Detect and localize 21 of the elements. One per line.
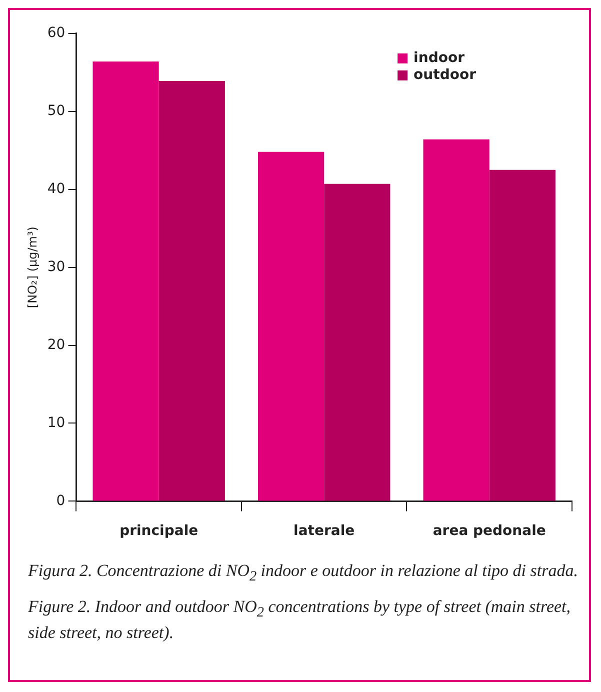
x-tick-label: laterale — [294, 523, 355, 540]
bar — [324, 184, 390, 501]
y-tick-label: 0 — [56, 492, 66, 509]
y-tick-label: 60 — [47, 25, 66, 42]
bar — [158, 80, 225, 501]
bar — [258, 152, 324, 501]
y-tick-label: 20 — [47, 336, 66, 353]
text: Figura 2. Concentrazione di NO$_{2}$ indoor e outdoor in relazione al tipo di strada. — [28, 560, 578, 586]
bar — [92, 61, 159, 501]
y-tick-label: 10 — [47, 414, 66, 431]
y-axis-title: [NO₂] (µg/m³) — [25, 226, 40, 308]
text: Figure 2. Indoor and outdoor NO$_{2}$ concentrations by type of street (main street, side street, no street). — [28, 597, 571, 642]
x-tick-label: principale — [120, 523, 198, 540]
bar — [489, 170, 556, 501]
bar — [423, 139, 490, 501]
legend-label: indoor — [414, 50, 465, 66]
y-tick-label: 40 — [47, 180, 66, 197]
y-tick-label: 30 — [47, 258, 66, 275]
legend-label: outdoor — [414, 67, 476, 84]
y-tick-label: 50 — [47, 103, 66, 120]
x-tick-label: area pedonale — [432, 523, 546, 540]
